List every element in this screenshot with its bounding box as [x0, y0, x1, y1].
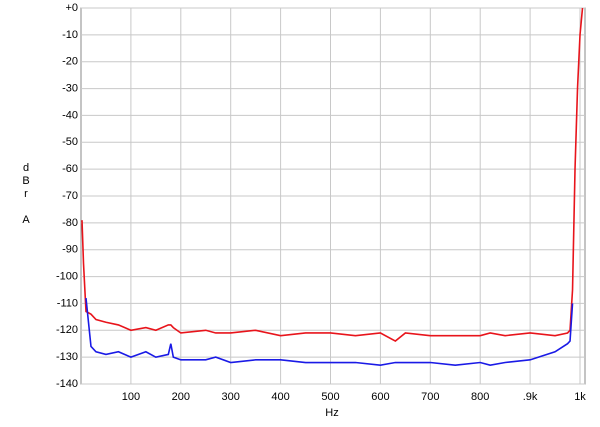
x-tick-label: 200 — [172, 391, 190, 403]
x-axis-label: Hz — [325, 407, 338, 419]
y-tick-label: -20 — [62, 56, 78, 68]
y-tick-label: -80 — [62, 217, 78, 229]
y-tick-label: +0 — [65, 2, 78, 14]
x-tick-label: 800 — [471, 391, 489, 403]
y-tick-label: -130 — [56, 351, 78, 363]
y-tick-label: -70 — [62, 190, 78, 202]
y-tick-label: -120 — [56, 324, 78, 336]
y-tick-label: -90 — [62, 244, 78, 256]
series-line — [85, 297, 574, 367]
x-tick-label: 700 — [421, 391, 439, 403]
y-tick-label: -40 — [62, 109, 78, 121]
x-tick-label: 300 — [222, 391, 240, 403]
y-tick-label: -100 — [56, 270, 78, 282]
x-tick-label: 500 — [321, 391, 339, 403]
y-tick-label: -30 — [62, 82, 78, 94]
y-tick-label: -50 — [62, 136, 78, 148]
x-tick-label: 1k — [574, 391, 586, 403]
x-tick-label: 100 — [122, 391, 140, 403]
y-tick-label: -110 — [57, 297, 78, 309]
y-tick-label: -60 — [62, 163, 78, 175]
x-tick-label: 400 — [271, 391, 289, 403]
x-tick-label: 600 — [371, 391, 389, 403]
series-line — [81, 7, 584, 342]
x-tick-label: .9k — [523, 391, 538, 403]
y-tick-label: -10 — [62, 29, 78, 41]
y-tick-label: -140 — [56, 378, 78, 390]
